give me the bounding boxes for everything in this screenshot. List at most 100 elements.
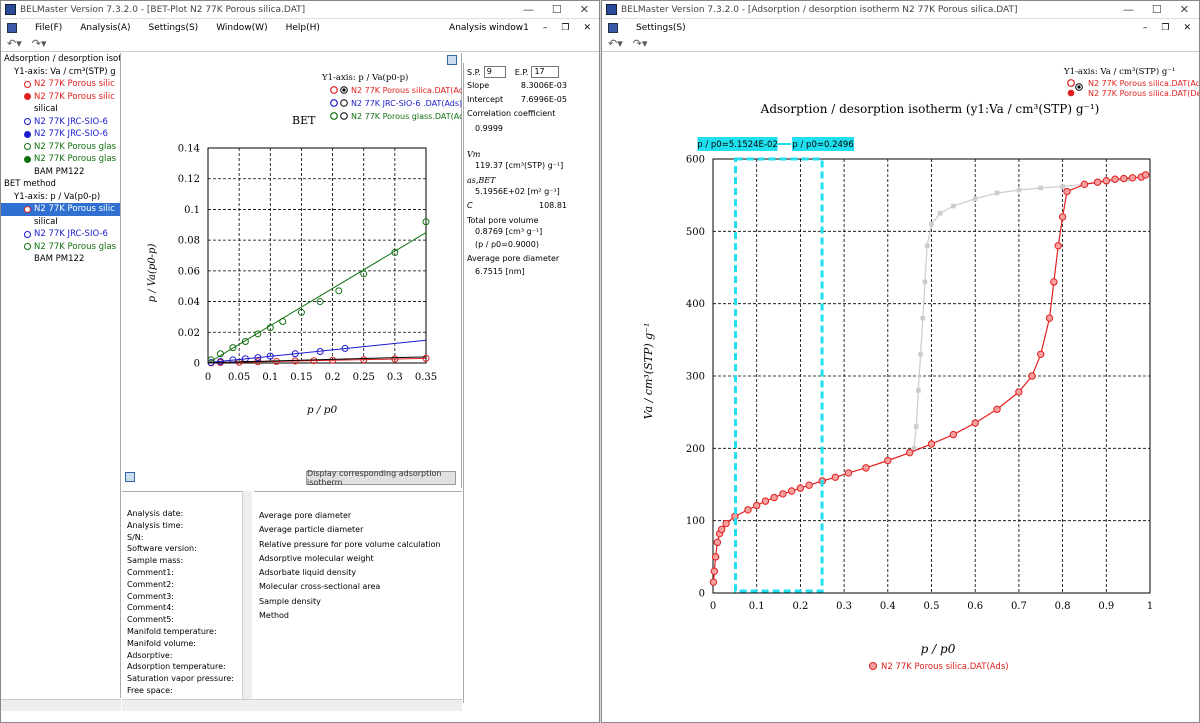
desorption-point (937, 210, 943, 216)
x-tick-label: 0.1 (749, 601, 765, 612)
info-item[interactable]: Average pore diameter (259, 511, 352, 520)
tree-node[interactable]: BAM PM122 (1, 166, 120, 179)
info-item[interactable]: Adsorptive molecular weight (259, 553, 374, 563)
mdi-minimize-icon[interactable]: – (542, 22, 548, 33)
bet-xlabel: p / p0 (307, 404, 338, 416)
tree-node[interactable]: BAM PM122 (1, 253, 120, 266)
menu-settings-right[interactable]: Settings(S) (636, 22, 686, 33)
ring-marker-icon[interactable] (24, 143, 31, 151)
maximize-icon-right[interactable]: ☐ (1151, 3, 1162, 16)
info-item[interactable]: Adsorbate liquid density (259, 568, 357, 578)
minimize-icon[interactable]: — (522, 3, 534, 16)
tree-node[interactable]: N2 77K Porous glas (1, 153, 120, 166)
ring-marker-icon[interactable] (24, 80, 31, 88)
dot-marker-icon[interactable] (24, 130, 31, 138)
desorption-point (951, 203, 956, 209)
adsorption-point (770, 493, 778, 502)
ring-marker-icon[interactable] (24, 230, 31, 238)
mdi-minimize-icon-right[interactable]: – (1142, 22, 1148, 33)
tree-node[interactable]: N2 77K Porous silic (1, 91, 120, 104)
data-point (316, 298, 324, 306)
close-icon-right[interactable]: ✕ (1179, 3, 1189, 16)
legend-radio-icon[interactable] (340, 112, 348, 120)
tree-node[interactable]: silicaI (1, 216, 120, 229)
mdi-close-icon[interactable]: ✕ (583, 22, 591, 33)
undo-icon[interactable]: ↶▾ (7, 37, 22, 50)
left-window: BELMaster Version 7.3.2.0 - [BET-Plot N2… (0, 0, 600, 723)
data-point (229, 356, 237, 364)
close-icon[interactable]: ✕ (579, 3, 589, 16)
tree-node[interactable]: N2 77K Porous glas (1, 241, 120, 254)
mdi-restore-icon-right[interactable]: ❐ (1161, 22, 1170, 33)
apd-label: Average pore diameter (467, 254, 560, 263)
iso-chart-title: Adsorption / desorption isotherm (y1:Va … (760, 102, 1100, 116)
data-point (291, 357, 299, 365)
tree-node[interactable]: N2 77K Porous silic (1, 203, 120, 216)
undo-icon-right[interactable]: ↶▾ (608, 37, 623, 50)
tree-node[interactable]: Y1-axis: Va / cm³(STP) g (1, 66, 120, 79)
tree-node[interactable]: N2 77K Porous silic (1, 78, 120, 91)
mdi-close-icon-right[interactable]: ✕ (1183, 22, 1191, 33)
info-label: Comment1: (127, 567, 174, 577)
menu-window[interactable]: Window(W) (216, 22, 268, 33)
maximize-icon[interactable]: ☐ (551, 3, 562, 16)
tree-node[interactable]: silicaI (1, 103, 120, 116)
info-item[interactable]: Relative pressure for pore volume calcul… (259, 539, 441, 549)
info-item[interactable]: Average particle diameter (259, 525, 364, 535)
info-label: Adsorptive: (127, 650, 173, 660)
dot-marker-icon[interactable] (24, 93, 31, 101)
info-item[interactable]: Sample density (259, 596, 321, 606)
tree-node[interactable]: N2 77K JRC-SIO-6 (1, 116, 120, 129)
bet-plot-area: 0 0.05 0.1 0.15 0.2 0.25 0.3 0.35 0 0.02 0.04 0.06 0… (178, 144, 437, 384)
ep-input[interactable]: 17 (531, 66, 560, 78)
bet-legend: N2 77K Porous silica.DAT(Ads) N2 77K JRC-… (330, 86, 471, 121)
menu-file[interactable]: File(F) (35, 22, 63, 33)
panel-settings-icon[interactable] (125, 472, 135, 482)
info-label: Manifold temperature: (127, 626, 217, 636)
ring-marker-icon[interactable] (24, 205, 31, 213)
tree-node[interactable]: N2 77K JRC-SIO-6 (1, 128, 120, 141)
data-point (422, 354, 430, 362)
intercept-value: 7.6996E-05 (520, 95, 567, 104)
tree-node[interactable]: Y1-axis: p / Va(p0-p) (1, 191, 120, 204)
legend-ring-marker (330, 86, 338, 94)
tree-hscrollbar[interactable] (1, 699, 121, 711)
right-titlebar: BELMaster Version 7.3.2.0 - [Adsorption … (602, 1, 1199, 19)
info-item[interactable]: Molecular cross-sectional area (259, 582, 381, 592)
expand-icon[interactable] (447, 55, 457, 65)
menu-settings[interactable]: Settings(S) (148, 22, 199, 33)
tree-node-label: N2 77K Porous silic (34, 79, 115, 89)
adsorption-point (927, 440, 936, 448)
legend-ring-marker (330, 99, 338, 107)
sp-input[interactable]: 9 (483, 66, 506, 78)
legend-dot-marker (1067, 89, 1075, 97)
right-window: BELMaster Version 7.3.2.0 - [Adsorption … (601, 0, 1200, 723)
adsorption-point (1045, 314, 1054, 322)
redo-icon[interactable]: ↷▾ (31, 37, 47, 50)
legend-radio-icon[interactable] (340, 99, 348, 107)
ring-marker-icon[interactable] (24, 243, 31, 251)
info-left-scrollbar[interactable] (242, 491, 252, 703)
ring-marker-icon[interactable] (24, 118, 31, 126)
dot-marker-icon[interactable] (24, 155, 31, 163)
info-item[interactable]: Method (259, 611, 290, 621)
tree-node[interactable]: N2 77K Porous glas (1, 141, 120, 154)
x-tick-label: 1 (1147, 601, 1153, 612)
adsorption-point (1028, 372, 1036, 380)
menu-analysis[interactable]: Analysis(A) (80, 22, 131, 33)
range-selection-box[interactable] (734, 157, 824, 593)
mdi-restore-icon[interactable]: ❐ (561, 22, 570, 33)
tree-node[interactable]: N2 77K JRC-SIO-6 (1, 228, 120, 241)
display-isotherm-button[interactable]: Display corresponding adsorption isother… (306, 469, 456, 487)
info-hscrollbar[interactable] (122, 699, 462, 711)
left-menubar: File(F) Analysis(A) Settings(S) Window(W… (1, 19, 599, 36)
tree-node[interactable]: BET method (1, 178, 120, 191)
data-point (241, 338, 249, 345)
menu-help[interactable]: Help(H) (285, 22, 320, 33)
x-tick-label: 0 (710, 601, 716, 612)
tree-node[interactable]: Adsorption / desorption isoth (1, 53, 120, 66)
minimize-icon-right[interactable]: — (1122, 3, 1134, 16)
redo-icon-right[interactable]: ↷▾ (632, 37, 648, 50)
desorption-point (1016, 187, 1022, 193)
adsorption-point (1058, 213, 1067, 221)
